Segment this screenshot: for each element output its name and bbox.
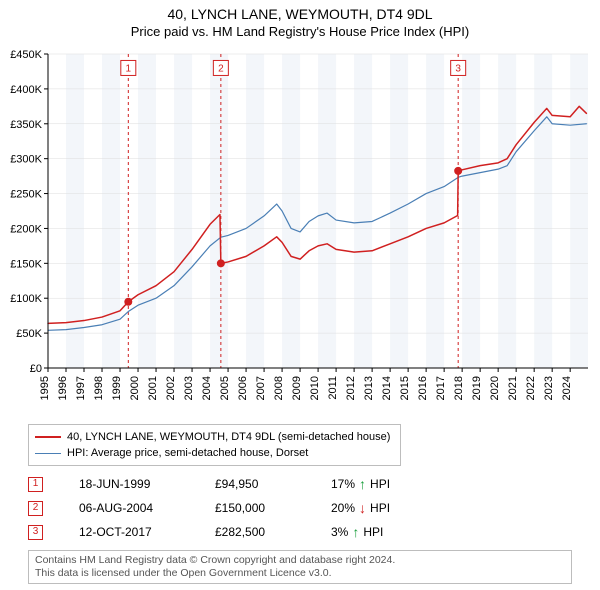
svg-text:£400K: £400K bbox=[10, 84, 42, 96]
footer-line1: Contains HM Land Registry data © Crown c… bbox=[35, 554, 565, 567]
svg-text:3: 3 bbox=[455, 63, 461, 74]
svg-text:2009: 2009 bbox=[291, 376, 303, 400]
svg-text:2007: 2007 bbox=[255, 376, 267, 400]
svg-text:2017: 2017 bbox=[435, 376, 447, 400]
sales-row: 2 06-AUG-2004 £150,000 20% ↓ HPI bbox=[28, 496, 390, 520]
svg-text:2014: 2014 bbox=[381, 376, 393, 400]
svg-text:2020: 2020 bbox=[489, 376, 501, 400]
svg-text:£450K: £450K bbox=[10, 49, 42, 61]
svg-text:2016: 2016 bbox=[417, 376, 429, 400]
svg-text:£250K: £250K bbox=[10, 189, 42, 201]
svg-text:2019: 2019 bbox=[471, 376, 483, 400]
sale-pct: 20% bbox=[331, 501, 355, 515]
legend-row-price: 40, LYNCH LANE, WEYMOUTH, DT4 9DL (semi-… bbox=[35, 429, 390, 445]
svg-text:2001: 2001 bbox=[147, 376, 159, 400]
footer-line2: This data is licensed under the Open Gov… bbox=[35, 567, 565, 580]
plot-wrapper: £0 £50K £100K £150K £200K £250K £300K £350K £400… bbox=[0, 48, 600, 418]
svg-text:2021: 2021 bbox=[507, 376, 519, 400]
svg-text:2004: 2004 bbox=[201, 376, 213, 400]
svg-text:1997: 1997 bbox=[75, 376, 87, 400]
sale-price: £282,500 bbox=[215, 525, 295, 539]
svg-text:1995: 1995 bbox=[39, 376, 51, 400]
svg-text:£100K: £100K bbox=[10, 293, 42, 305]
sale-date: 12-OCT-2017 bbox=[79, 525, 179, 539]
arrow-up-icon: ↑ bbox=[352, 524, 359, 540]
legend-label-hpi: HPI: Average price, semi-detached house,… bbox=[67, 445, 308, 461]
svg-text:1998: 1998 bbox=[93, 376, 105, 400]
svg-text:2005: 2005 bbox=[219, 376, 231, 400]
sale-marker-box: 3 bbox=[28, 525, 43, 540]
svg-text:2011: 2011 bbox=[327, 376, 339, 400]
svg-text:1996: 1996 bbox=[57, 376, 69, 400]
hpi-label: HPI bbox=[363, 525, 383, 539]
svg-text:2024: 2024 bbox=[561, 376, 573, 400]
sale-price: £150,000 bbox=[215, 501, 295, 515]
arrow-up-icon: ↑ bbox=[359, 476, 366, 492]
svg-text:£350K: £350K bbox=[10, 119, 42, 131]
hpi-label: HPI bbox=[370, 501, 390, 515]
sale-marker-box: 2 bbox=[28, 501, 43, 516]
svg-text:£150K: £150K bbox=[10, 258, 42, 270]
chart-container: 40, LYNCH LANE, WEYMOUTH, DT4 9DL Price … bbox=[0, 0, 600, 590]
sale-price: £94,950 bbox=[215, 477, 295, 491]
footer: Contains HM Land Registry data © Crown c… bbox=[28, 550, 572, 584]
sale-pct: 17% bbox=[331, 477, 355, 491]
svg-text:£50K: £50K bbox=[16, 328, 42, 340]
sale-hpi: 17% ↑ HPI bbox=[331, 476, 390, 492]
sale-date: 18-JUN-1999 bbox=[79, 477, 179, 491]
sale-hpi: 3% ↑ HPI bbox=[331, 524, 383, 540]
sale-marker-box: 1 bbox=[28, 477, 43, 492]
svg-text:2006: 2006 bbox=[237, 376, 249, 400]
svg-text:2003: 2003 bbox=[183, 376, 195, 400]
sales-row: 1 18-JUN-1999 £94,950 17% ↑ HPI bbox=[28, 472, 390, 496]
legend-label-price: 40, LYNCH LANE, WEYMOUTH, DT4 9DL (semi-… bbox=[67, 429, 390, 445]
svg-text:£300K: £300K bbox=[10, 154, 42, 166]
sales-row: 3 12-OCT-2017 £282,500 3% ↑ HPI bbox=[28, 520, 390, 544]
legend-row-hpi: HPI: Average price, semi-detached house,… bbox=[35, 445, 390, 461]
svg-text:2: 2 bbox=[218, 63, 224, 74]
svg-text:£200K: £200K bbox=[10, 223, 42, 235]
svg-text:2018: 2018 bbox=[453, 376, 465, 400]
title-line1: 40, LYNCH LANE, WEYMOUTH, DT4 9DL bbox=[0, 6, 600, 22]
svg-text:1999: 1999 bbox=[111, 376, 123, 400]
sale-pct: 3% bbox=[331, 525, 348, 539]
sale-hpi: 20% ↓ HPI bbox=[331, 500, 390, 516]
legend: 40, LYNCH LANE, WEYMOUTH, DT4 9DL (semi-… bbox=[28, 424, 401, 466]
legend-swatch-hpi bbox=[35, 453, 61, 454]
title-block: 40, LYNCH LANE, WEYMOUTH, DT4 9DL Price … bbox=[0, 0, 600, 41]
title-line2: Price paid vs. HM Land Registry's House … bbox=[0, 24, 600, 39]
svg-text:2008: 2008 bbox=[273, 376, 285, 400]
svg-text:2000: 2000 bbox=[129, 376, 141, 400]
svg-text:2010: 2010 bbox=[309, 376, 321, 400]
svg-text:2012: 2012 bbox=[345, 376, 357, 400]
svg-text:2022: 2022 bbox=[525, 376, 537, 400]
svg-text:2013: 2013 bbox=[363, 376, 375, 400]
plot-svg: £0 £50K £100K £150K £200K £250K £300K £350K £400… bbox=[0, 48, 600, 418]
svg-text:2023: 2023 bbox=[543, 376, 555, 400]
svg-text:2015: 2015 bbox=[399, 376, 411, 400]
legend-swatch-price bbox=[35, 436, 61, 438]
arrow-down-icon: ↓ bbox=[359, 500, 366, 516]
svg-text:£0: £0 bbox=[30, 363, 42, 375]
svg-text:1: 1 bbox=[126, 63, 132, 74]
sales-table: 1 18-JUN-1999 £94,950 17% ↑ HPI 2 06-AUG-2004 £1… bbox=[28, 472, 390, 544]
hpi-label: HPI bbox=[370, 477, 390, 491]
svg-text:2002: 2002 bbox=[165, 376, 177, 400]
sale-date: 06-AUG-2004 bbox=[79, 501, 179, 515]
